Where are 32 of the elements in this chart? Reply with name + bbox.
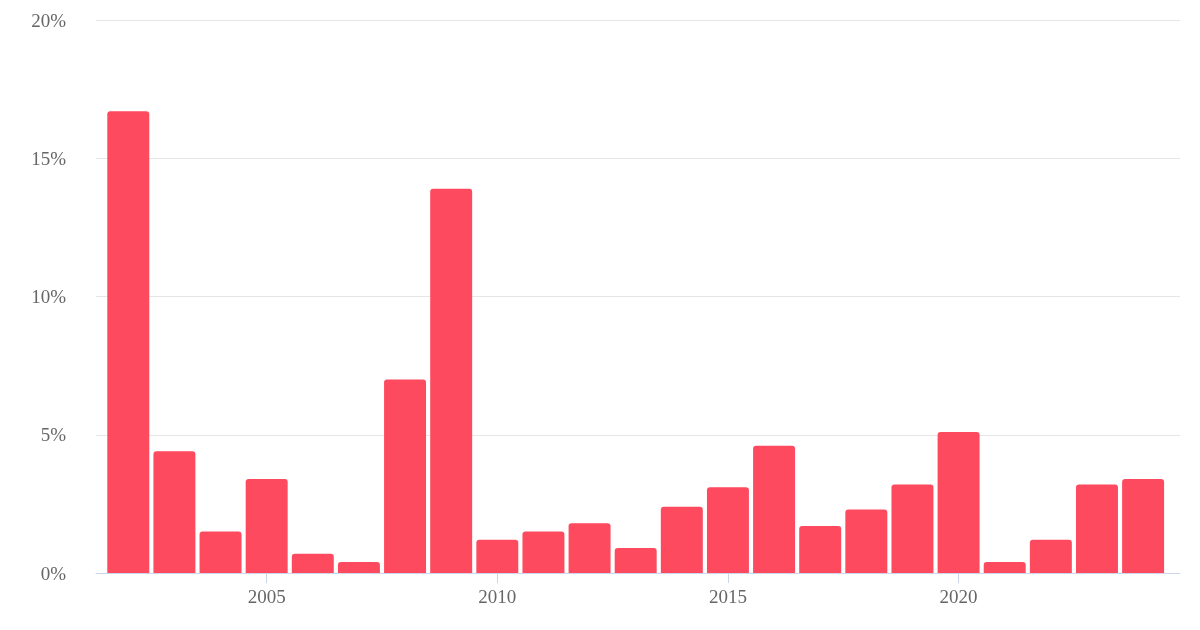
bar bbox=[660, 506, 703, 573]
bar bbox=[937, 431, 980, 573]
bar bbox=[891, 484, 934, 573]
bar bbox=[1122, 478, 1165, 573]
bar bbox=[706, 487, 749, 573]
x-tick-label: 2020 bbox=[939, 586, 978, 607]
bar bbox=[476, 539, 519, 573]
bar bbox=[107, 111, 150, 573]
bar bbox=[799, 526, 842, 573]
y-tick-label: 20% bbox=[31, 9, 67, 31]
bar bbox=[199, 531, 242, 573]
y-tick-label: 0% bbox=[40, 562, 67, 584]
bar bbox=[291, 553, 334, 573]
bar bbox=[337, 561, 380, 573]
bar bbox=[245, 478, 288, 573]
bar bbox=[384, 379, 427, 573]
bar bbox=[983, 561, 1026, 573]
bar bbox=[153, 451, 196, 573]
y-tick-label: 10% bbox=[31, 286, 67, 307]
bar bbox=[753, 445, 796, 573]
y-tick-label: 15% bbox=[31, 147, 67, 169]
bar bbox=[568, 523, 611, 573]
bar bbox=[845, 509, 888, 573]
y-tick-label: 5% bbox=[40, 424, 67, 446]
x-tick-label: 2005 bbox=[247, 586, 286, 607]
bar bbox=[522, 531, 565, 573]
bar bbox=[1075, 484, 1118, 573]
x-tick-label: 2010 bbox=[478, 586, 517, 607]
bar bbox=[1029, 539, 1072, 573]
bar bbox=[614, 548, 657, 573]
x-tick-label: 2015 bbox=[708, 586, 747, 607]
bar bbox=[430, 188, 473, 573]
